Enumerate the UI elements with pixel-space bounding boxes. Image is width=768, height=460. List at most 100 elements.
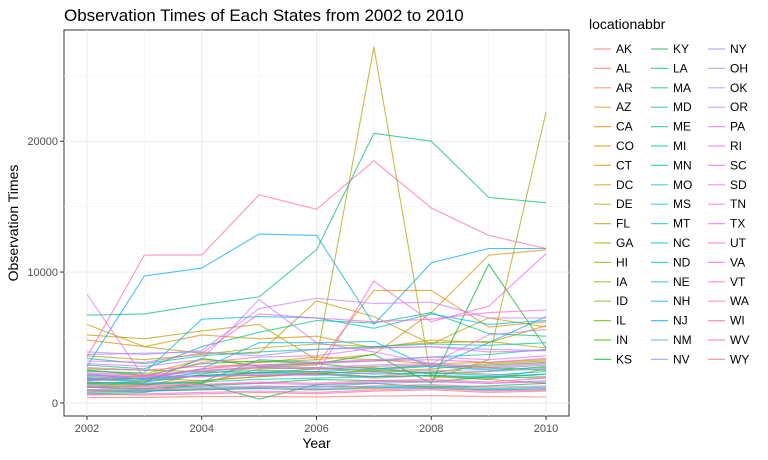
legend-item-wa: WA — [708, 294, 749, 308]
series-line-va — [86, 357, 547, 371]
legend-item-wv: WV — [708, 333, 749, 347]
legend-item-wi: WI — [708, 314, 745, 328]
legend-label: WA — [730, 294, 749, 308]
y-axis: 0 10000 20000 — [27, 136, 64, 410]
legend-item-nj: NJ — [651, 314, 688, 328]
legend-label: TN — [730, 197, 746, 211]
series-line-tx — [86, 309, 547, 363]
y-tick-label: 20000 — [27, 136, 58, 148]
legend-item-ia: IA — [594, 275, 627, 289]
legend-item-ga: GA — [594, 236, 633, 250]
series-line-pa — [86, 298, 547, 367]
grid-lines — [64, 30, 569, 416]
x-axis-title: Year — [302, 435, 331, 451]
legend-item-il: IL — [594, 314, 626, 328]
y-tick-label: 10000 — [27, 267, 58, 279]
legend-item-pa: PA — [708, 120, 745, 134]
legend-label: GA — [616, 236, 633, 250]
legend-label: WI — [730, 314, 745, 328]
legend-label: AR — [616, 81, 633, 95]
legend-label: NV — [673, 352, 690, 366]
series-line-ut — [86, 380, 547, 388]
legend-label: MA — [673, 81, 691, 95]
legend-label: NH — [673, 294, 690, 308]
legend-label: MI — [673, 139, 686, 153]
series-line-wi — [86, 363, 547, 376]
legend-label: RI — [730, 139, 742, 153]
legend-label: NE — [673, 275, 690, 289]
legend-label: ID — [616, 294, 628, 308]
legend-item-me: ME — [651, 120, 691, 134]
legend-item-sd: SD — [708, 178, 747, 192]
legend-item-ne: NE — [651, 275, 690, 289]
legend: AK AL AR AZ CA CO CT DC DE FL GA HI IA ID IL IN KS KY LA MA… — [594, 42, 749, 366]
legend-label: FL — [616, 217, 630, 231]
legend-item-id: ID — [594, 294, 628, 308]
series-line-or — [86, 297, 546, 356]
legend-title: locationabbr — [589, 16, 666, 32]
legend-item-fl: FL — [594, 217, 630, 231]
series-line-ok — [86, 368, 547, 382]
legend-item-ok: OK — [708, 81, 747, 95]
legend-item-wy: WY — [708, 352, 749, 366]
legend-item-ct: CT — [594, 158, 633, 172]
legend-item-ma: MA — [651, 81, 691, 95]
legend-label: OK — [730, 81, 747, 95]
series-line-wv — [86, 384, 547, 392]
series-line-vt — [86, 377, 547, 388]
legend-item-vt: VT — [708, 275, 746, 289]
legend-item-ut: UT — [708, 236, 747, 250]
legend-label: ND — [673, 255, 691, 269]
chart-title: Observation Times of Each States from 20… — [64, 6, 464, 25]
legend-item-nv: NV — [651, 352, 690, 366]
x-tick-label: 2010 — [534, 423, 558, 435]
legend-item-mt: MT — [651, 217, 691, 231]
legend-label: AZ — [616, 100, 631, 114]
legend-label: TX — [730, 217, 745, 231]
legend-label: VA — [730, 255, 745, 269]
x-tick-label: 2006 — [304, 423, 328, 435]
legend-label: KS — [616, 352, 632, 366]
series-lines — [86, 46, 547, 400]
legend-label: NY — [730, 42, 747, 56]
legend-item-ms: MS — [651, 197, 691, 211]
legend-item-az: AZ — [594, 100, 631, 114]
legend-label: HI — [616, 255, 628, 269]
legend-label: NM — [673, 333, 692, 347]
series-line-ms — [86, 373, 547, 386]
series-line-ma — [86, 132, 547, 316]
legend-item-mi: MI — [651, 139, 686, 153]
legend-label: VT — [730, 275, 746, 289]
legend-item-ak: AK — [594, 42, 632, 56]
legend-item-nm: NM — [651, 333, 692, 347]
y-axis-title: Observation Times — [5, 165, 21, 282]
legend-label: ME — [673, 120, 691, 134]
legend-item-hi: HI — [594, 255, 628, 269]
legend-label: NC — [673, 236, 691, 250]
legend-label: LA — [673, 61, 688, 75]
legend-item-oh: OH — [708, 61, 748, 75]
series-line-nj — [86, 233, 546, 367]
legend-label: NJ — [673, 314, 688, 328]
series-line-wy — [86, 389, 547, 396]
legend-item-ri: RI — [708, 139, 742, 153]
legend-label: MT — [673, 217, 691, 231]
x-tick-label: 2002 — [75, 423, 99, 435]
legend-item-mn: MN — [651, 158, 692, 172]
legend-label: IN — [616, 333, 628, 347]
legend-item-la: LA — [651, 61, 688, 75]
legend-label: AK — [616, 42, 632, 56]
legend-item-de: DE — [594, 197, 633, 211]
series-line-ak — [86, 395, 547, 399]
series-line-ri — [86, 293, 547, 379]
series-line-ga — [86, 340, 547, 361]
legend-item-sc: SC — [708, 158, 747, 172]
series-line-wa — [86, 160, 547, 358]
legend-label: WV — [730, 333, 749, 347]
legend-label: CT — [616, 158, 633, 172]
legend-item-mo: MO — [651, 178, 692, 192]
legend-label: DC — [616, 178, 634, 192]
legend-label: MS — [673, 197, 691, 211]
legend-item-al: AL — [594, 61, 631, 75]
legend-item-in: IN — [594, 333, 628, 347]
